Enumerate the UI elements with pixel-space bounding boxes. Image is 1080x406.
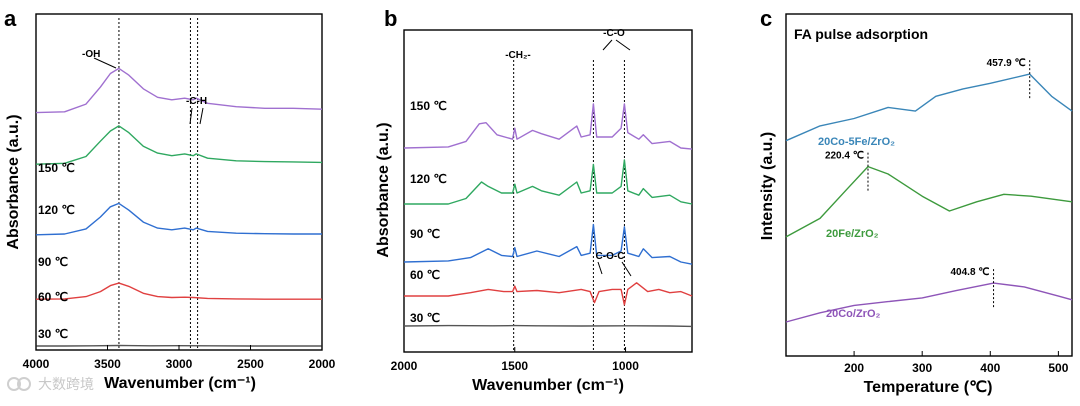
panel-b-series-4 — [403, 103, 693, 150]
panel-a-temp-label: 150 ℃ — [38, 161, 75, 175]
panel-c: c FA pulse adsorption 457.9 ℃ 220.4 ℃ 404.… — [759, 6, 1073, 396]
panel-label-c: c — [760, 6, 772, 31]
panel-a-series-2 — [35, 202, 322, 236]
panel-b-temp-label: 120 ℃ — [410, 172, 447, 186]
panel-b-temp-label: 30 ℃ — [410, 311, 440, 325]
ch-arrows — [189, 107, 204, 125]
panel-c-peak-label: 457.9 ℃ — [987, 58, 1026, 69]
coc-annotation: C-O-C — [596, 251, 625, 262]
oh-arrow — [93, 57, 117, 69]
panel-b-temp-label: 60 ℃ — [410, 268, 440, 282]
panel-c-tick-label: 300 — [912, 361, 932, 375]
series-label-cofe: 20Co-5Fe/ZrO₂ — [818, 136, 895, 148]
panel-a-xlabel: Wavenumber (cm⁻¹) — [104, 375, 256, 392]
panel-c-xlabel: Temperature (℃) — [864, 379, 993, 396]
panel-b-series-1 — [404, 282, 693, 306]
panel-b-series-2 — [403, 223, 693, 265]
panel-a-tick-label: 2000 — [309, 357, 336, 371]
series-label-co: 20Co/ZrO₂ — [826, 308, 881, 320]
ch2-annotation: -CH₂- — [505, 50, 531, 61]
coc-arrows — [597, 261, 632, 277]
co-annotation: -C-O — [603, 28, 625, 39]
panel-a-temp-label: 30 ℃ — [38, 327, 68, 341]
panel-b-tick-label: 1000 — [612, 359, 639, 373]
panel-b-series-3 — [404, 159, 693, 205]
panel-label-b: b — [384, 6, 397, 31]
series-label-fe: 20Fe/ZrO₂ — [826, 228, 879, 240]
panel-b-tick-label: 2000 — [391, 359, 418, 373]
panel-b-tick-label: 1500 — [501, 359, 528, 373]
panel-c-series-2 — [785, 73, 1073, 142]
panel-a: a 4000 3500 3000 2500 2000 30 ℃ 60 ℃ 90 ℃ 120 ℃… — [4, 6, 336, 392]
ch-annotation: -C-H — [186, 96, 207, 107]
panel-a-temp-label: 120 ℃ — [38, 203, 75, 217]
panel-a-series-0 — [36, 344, 322, 347]
oh-annotation: -OH — [82, 49, 100, 60]
panel-a-tick-label: 3000 — [166, 357, 193, 371]
panel-c-frame — [785, 13, 1073, 357]
panel-c-ylabel: Intensity (a.u.) — [759, 132, 776, 240]
panel-c-peak-label: 404.8 ℃ — [951, 267, 990, 278]
panel-b-series-0 — [403, 324, 693, 328]
panel-a-series-3 — [35, 125, 323, 165]
panel-c-title: FA pulse adsorption — [794, 26, 928, 42]
watermark-text: 大数跨境 — [38, 377, 94, 393]
panel-b: b 2000 1500 1000 30 ℃ 60 ℃ 90 ℃ 120 ℃ 150 ℃ -C… — [375, 6, 693, 394]
panel-b-xlabel: Wavenumber (cm⁻¹) — [472, 377, 624, 394]
panel-label-a: a — [4, 6, 17, 31]
panel-a-tick-label: 4000 — [23, 357, 50, 371]
panel-b-temp-label: 90 ℃ — [410, 227, 440, 241]
watermark: 大数跨境 — [7, 377, 94, 393]
panel-c-tick-label: 200 — [844, 361, 864, 375]
panel-c-tick-label: 400 — [980, 361, 1000, 375]
panel-a-temp-label: 60 ℃ — [38, 290, 68, 304]
watermark-logo-icon — [7, 377, 21, 391]
panel-a-series-1 — [35, 282, 322, 300]
panel-c-series-1 — [785, 165, 1073, 238]
panel-a-series-4 — [35, 67, 323, 114]
panel-c-peak-label: 220.4 ℃ — [825, 151, 864, 162]
watermark-logo-icon-2 — [17, 377, 31, 391]
panel-a-tick-label: 3500 — [94, 357, 121, 371]
panel-a-tick-label: 2500 — [237, 357, 264, 371]
panel-b-frame — [403, 29, 693, 353]
panel-c-series-0 — [785, 282, 1073, 323]
co-arrows — [602, 39, 631, 51]
panel-a-temp-label: 90 ℃ — [38, 255, 68, 269]
panel-a-ylabel: Absorbance (a.u.) — [5, 114, 22, 249]
panel-b-temp-label: 150 ℃ — [410, 99, 447, 113]
panel-c-tick-label: 500 — [1048, 361, 1068, 375]
panel-b-ylabel: Absorbance (a.u.) — [375, 122, 392, 257]
